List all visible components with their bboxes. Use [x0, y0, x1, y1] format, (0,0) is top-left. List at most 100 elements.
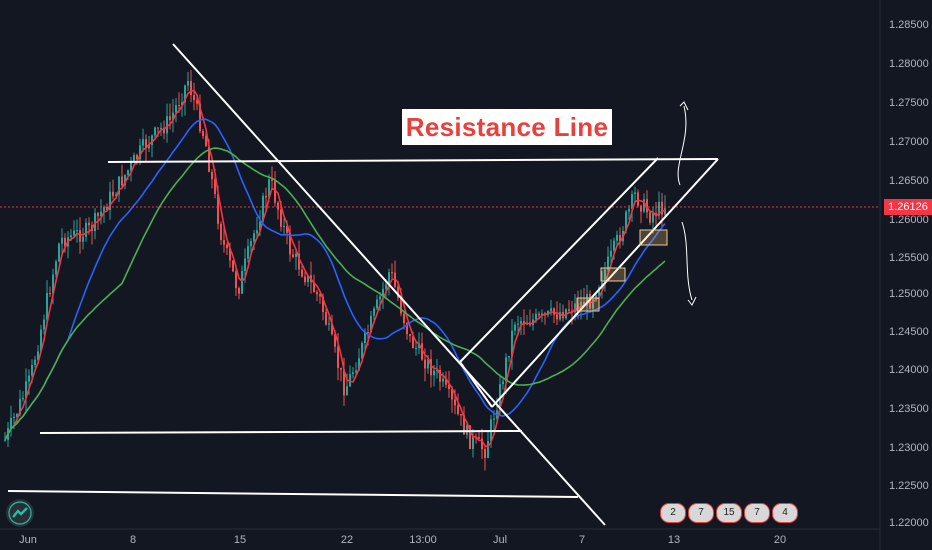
candle-body — [43, 319, 45, 330]
candle-body — [13, 416, 15, 419]
candle-body — [271, 179, 273, 181]
candle-body — [385, 284, 387, 289]
price-axis[interactable]: 1.28500 1.28000 1.27500 1.27000 1.26500 1.260… — [879, 0, 929, 550]
candle-body — [298, 253, 300, 270]
channel-left-edge — [459, 361, 493, 408]
candle-body — [568, 309, 570, 311]
x-tick-label: 13 — [668, 534, 680, 546]
candle-body — [238, 288, 240, 294]
candle-body — [82, 236, 84, 242]
candle-body — [457, 405, 459, 415]
candle-body — [346, 386, 348, 396]
x-tick-label: 8 — [130, 534, 136, 546]
time-axis[interactable]: Jun 8 15 22 13:00 Jul 7 13 20 — [0, 528, 880, 546]
candle-body — [595, 295, 597, 300]
candle-body — [214, 179, 216, 195]
candle-body — [436, 370, 438, 372]
candle-body — [133, 154, 135, 162]
candle-body — [283, 226, 285, 228]
candle-body — [358, 358, 360, 371]
down-arrow-head-icon — [687, 296, 697, 306]
candle-body — [352, 372, 354, 375]
candle-body — [349, 374, 351, 387]
candle-body — [262, 195, 264, 222]
resistance-line — [107, 158, 719, 163]
candle-body — [652, 213, 654, 223]
event-badge[interactable]: 4 — [772, 503, 798, 523]
lower-support-line — [7, 490, 579, 498]
candle-body — [193, 95, 195, 101]
candle-body — [313, 282, 315, 293]
candle-body — [205, 136, 207, 147]
candle-body — [127, 170, 129, 175]
channel-lower-line — [491, 158, 719, 408]
candle-body — [109, 191, 111, 210]
candle-body — [166, 116, 168, 134]
event-badge[interactable]: 15 — [716, 503, 742, 523]
y-tick-label: 1.27500 — [889, 97, 929, 109]
candle-body — [322, 296, 324, 313]
economic-events-bar[interactable]: 2 7 15 7 4 — [660, 503, 798, 525]
candle-body — [454, 399, 456, 406]
candle-body — [37, 351, 39, 360]
y-tick-label: 1.26000 — [889, 214, 929, 226]
candle-body — [187, 80, 189, 86]
candle-body — [130, 161, 132, 171]
candle-body — [493, 418, 495, 420]
candle-body — [40, 329, 42, 352]
y-tick-label: 1.24000 — [889, 364, 929, 376]
candle-body — [25, 381, 27, 398]
candle-body — [478, 437, 480, 439]
event-badge[interactable]: 7 — [688, 503, 714, 523]
y-tick-label: 1.23000 — [889, 442, 929, 454]
y-tick-label: 1.26500 — [889, 175, 929, 187]
candle-body — [151, 135, 153, 145]
candle-body — [277, 202, 279, 210]
x-tick-label: 13:00 — [409, 534, 437, 546]
candle-body — [196, 100, 198, 104]
event-badge[interactable]: 7 — [744, 503, 770, 523]
candle-body — [619, 234, 621, 242]
candle-body — [16, 414, 18, 417]
candle-body — [517, 323, 519, 325]
candle-body — [325, 312, 327, 325]
candle-body — [328, 323, 330, 325]
x-tick-label: Jul — [493, 534, 507, 546]
candle-body — [73, 230, 75, 236]
candle-body — [139, 145, 141, 160]
candle-body — [631, 193, 633, 209]
candle-body — [55, 261, 57, 275]
candle-body — [481, 438, 483, 450]
y-tick-label: 1.23500 — [889, 403, 929, 415]
candle-body — [427, 359, 429, 369]
candle-body — [76, 230, 78, 232]
event-badge[interactable]: 2 — [660, 503, 686, 523]
candle-body — [199, 103, 201, 132]
candle-body — [292, 254, 294, 257]
candle-body — [658, 201, 660, 216]
mid-ma-line — [4, 118, 666, 441]
candle-body — [583, 301, 585, 307]
candle-body — [19, 399, 21, 415]
candle-body — [316, 292, 318, 295]
descending-trendline — [172, 43, 606, 526]
candle-body — [220, 223, 222, 241]
candle-body — [610, 250, 612, 257]
candle-body — [433, 370, 435, 376]
candle-body — [520, 321, 522, 324]
up-arrow-head-icon — [679, 101, 689, 111]
y-tick-label: 1.28000 — [889, 58, 929, 70]
candle-body — [289, 232, 291, 255]
candle-body — [148, 144, 150, 149]
candle-body — [379, 296, 381, 300]
candle-body — [586, 293, 588, 307]
x-tick-label: 15 — [234, 534, 246, 546]
x-tick-label: Jun — [19, 534, 37, 546]
candle-body — [424, 359, 426, 369]
candle-body — [211, 171, 213, 180]
candle-body — [115, 194, 117, 197]
candle-body — [259, 221, 261, 231]
down-arrow-path — [681, 221, 693, 301]
up-arrow-path — [677, 105, 687, 186]
